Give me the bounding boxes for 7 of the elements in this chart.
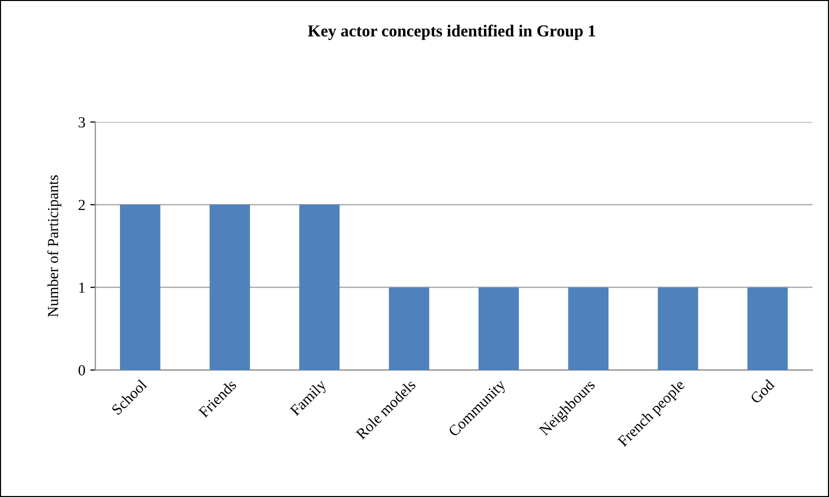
chart-title: Key actor concepts identified in Group 1 [308,24,596,40]
x-tick-label: God [749,378,776,404]
y-axis-title: Number of Participants [47,175,62,317]
y-tick-label: 2 [78,200,85,210]
y-tick-label: 1 [79,282,85,293]
y-tick-label: 3 [78,117,86,128]
y-tick-label: 0 [78,365,86,376]
